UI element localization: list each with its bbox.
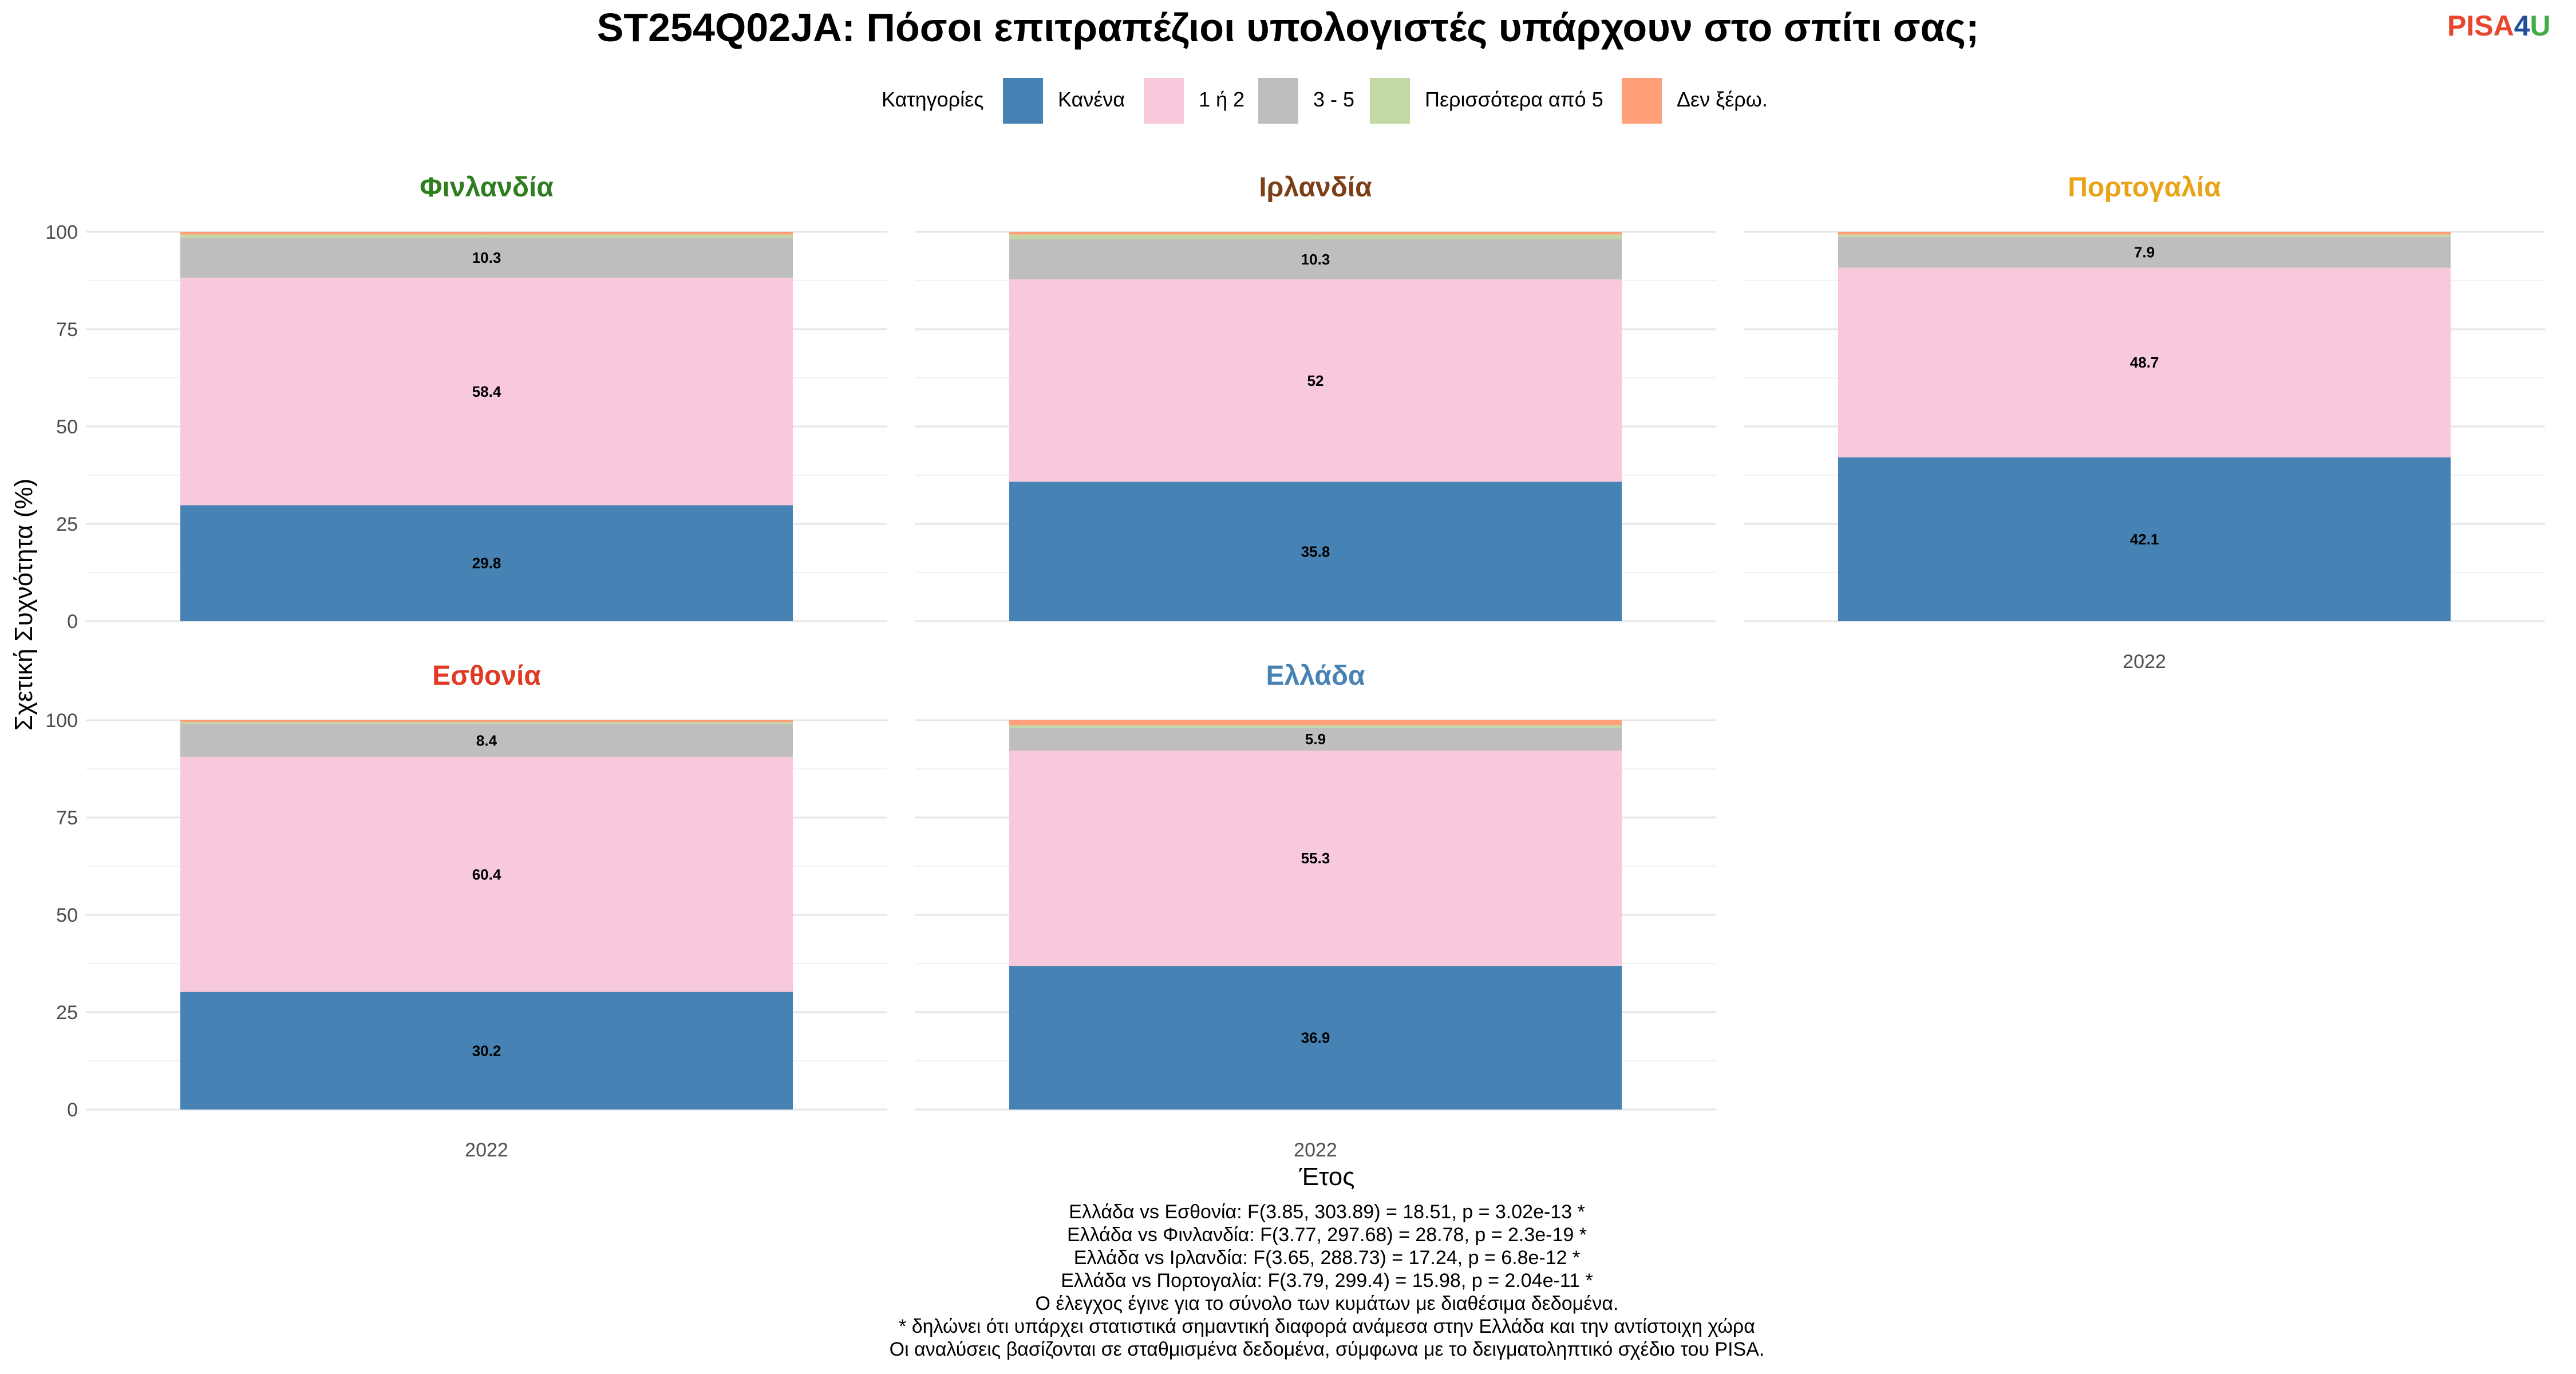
- y-tick-label: 50: [56, 905, 78, 926]
- data-label: 55.3: [1301, 850, 1330, 867]
- bar-segment-3: [180, 722, 793, 724]
- caption-line: Ο έλεγχος έγινε για το σύνολο των κυμάτω…: [1036, 1293, 1619, 1314]
- legend-label-4: Δεν ξέρω.: [1677, 88, 1768, 111]
- bar-segment-4: [1009, 720, 1622, 725]
- data-label: 10.3: [472, 249, 501, 266]
- legend-title: Κατηγορίες: [882, 88, 984, 111]
- caption-line: Οι αναλύσεις βασίζονται σε σταθμισμένα δ…: [890, 1339, 1765, 1360]
- data-label: 7.9: [2134, 244, 2155, 261]
- panel-title: Φινλανδία: [420, 172, 554, 203]
- bar-segment-2: [1838, 236, 2451, 268]
- bar-segment-1: [180, 756, 793, 992]
- data-label: 58.4: [472, 383, 501, 400]
- panel-0: Φινλανδία 0 25 50 75 100 29.8 58.4 10.3: [45, 172, 887, 633]
- bar-segment-0: [1009, 966, 1622, 1110]
- bar-segment-3: [180, 234, 793, 238]
- y-tick-label: 75: [56, 319, 78, 341]
- y-tick-label: 25: [56, 514, 78, 535]
- bar-segment-3: [1838, 234, 2451, 237]
- bar-segment-2: [1009, 727, 1622, 751]
- logo-part-3: U: [2530, 10, 2551, 42]
- legend: Κατηγορίες Κανένα 1 ή 2 3 - 5 Περισσότερα α…: [882, 78, 1768, 124]
- y-tick-label: 100: [45, 222, 78, 243]
- pisa4u-logo: PISA4U: [2447, 10, 2551, 42]
- panel-2: Πορτογαλία 42.1 48.7 7.9 2022: [1744, 172, 2545, 673]
- bar-segment-2: [180, 724, 793, 757]
- panel-3: Εσθονία 0 25 50 75 100 30.2 60.4 8.4 2022: [45, 661, 887, 1161]
- data-label: 36.9: [1301, 1029, 1330, 1047]
- bar-segment-1: [1838, 267, 2451, 457]
- data-label: 29.8: [472, 555, 501, 572]
- x-tick-label: 2022: [465, 1139, 508, 1161]
- data-label: 52: [1307, 372, 1324, 389]
- data-label: 5.9: [1305, 731, 1326, 748]
- legend-key-0: [1003, 78, 1043, 124]
- y-tick-label: 25: [56, 1002, 78, 1024]
- data-label: 48.7: [2130, 354, 2159, 371]
- data-label: 8.4: [476, 732, 497, 749]
- bar-segment-3: [1009, 725, 1622, 728]
- bar-segment-2: [1009, 239, 1622, 279]
- panel-title: Ελλάδα: [1266, 661, 1365, 691]
- y-tick-label: 50: [56, 416, 78, 438]
- bar-segment-0: [1009, 481, 1622, 621]
- data-label: 30.2: [472, 1042, 501, 1059]
- data-label: 35.8: [1301, 543, 1330, 560]
- caption-line: Ελλάδα vs Ιρλανδία: F(3.65, 288.73) = 17…: [1074, 1247, 1580, 1269]
- caption: Ελλάδα vs Εσθονία: F(3.85, 303.89) = 18.…: [890, 1201, 1765, 1360]
- panel-1: Ιρλανδία 35.8 52 10.3: [915, 172, 1716, 622]
- bar-segment-4: [180, 720, 793, 722]
- chart-title: ST254Q02JA: Πόσοι επιτραπέζιοι υπολογιστ…: [597, 5, 1980, 50]
- bar-segment-4: [180, 232, 793, 235]
- bar-segment-1: [180, 278, 793, 506]
- data-label: 10.3: [1301, 251, 1330, 268]
- bar-segment-0: [180, 992, 793, 1110]
- legend-key-2: [1258, 78, 1298, 124]
- legend-label-3: Περισσότερα από 5: [1425, 88, 1603, 111]
- bar-segment-3: [1009, 234, 1622, 239]
- bar-segment-1: [1009, 279, 1622, 482]
- data-label: 60.4: [472, 866, 501, 883]
- x-axis-title: Έτος: [1299, 1163, 1355, 1191]
- legend-label-1: 1 ή 2: [1199, 88, 1244, 111]
- bar-segment-0: [1838, 457, 2451, 621]
- y-tick-label: 0: [67, 611, 78, 633]
- caption-line: Ελλάδα vs Εσθονία: F(3.85, 303.89) = 18.…: [1069, 1201, 1585, 1223]
- logo-part-2: 4: [2514, 10, 2530, 42]
- legend-key-1: [1144, 78, 1184, 124]
- y-tick-label: 0: [67, 1099, 78, 1121]
- data-label: 42.1: [2130, 531, 2159, 548]
- bar-segment-4: [1009, 232, 1622, 235]
- x-tick-label: 2022: [2123, 651, 2166, 673]
- legend-label-0: Κανένα: [1058, 88, 1125, 111]
- y-tick-label: 100: [45, 710, 78, 732]
- y-axis-title: Σχετική Συχνότητα (%): [10, 479, 38, 731]
- legend-key-4: [1622, 78, 1662, 124]
- x-tick-label: 2022: [1294, 1139, 1337, 1161]
- panel-title: Εσθονία: [432, 661, 541, 691]
- logo-part-1: PISA: [2447, 10, 2514, 42]
- y-tick-label: 75: [56, 807, 78, 829]
- bar-segment-0: [180, 505, 793, 621]
- caption-line: Ελλάδα vs Πορτογαλία: F(3.79, 299.4) = 1…: [1061, 1270, 1593, 1292]
- bar-segment-1: [1009, 751, 1622, 966]
- caption-line: Ελλάδα vs Φινλανδία: F(3.77, 297.68) = 2…: [1067, 1224, 1587, 1246]
- legend-label-2: 3 - 5: [1313, 88, 1354, 111]
- bar-segment-4: [1838, 232, 2451, 235]
- panel-title: Πορτογαλία: [2068, 172, 2221, 203]
- legend-key-3: [1370, 78, 1410, 124]
- panel-4: Ελλάδα 36.9 55.3 5.9 2022: [915, 661, 1716, 1161]
- bar-segment-2: [180, 238, 793, 278]
- panels: Φινλανδία 0 25 50 75 100 29.8 58.4 10.3 Ιρλανδία 3…: [45, 172, 2545, 1161]
- caption-line: * δηλώνει ότι υπάρχει στατιστικά σημαντι…: [899, 1316, 1755, 1337]
- panel-title: Ιρλανδία: [1259, 172, 1372, 203]
